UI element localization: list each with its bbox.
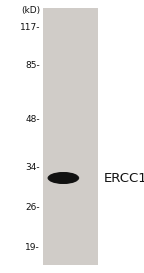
Text: (kD): (kD) — [21, 5, 40, 14]
Ellipse shape — [53, 174, 73, 182]
Text: ERCC1: ERCC1 — [104, 171, 144, 185]
Ellipse shape — [56, 175, 71, 181]
Ellipse shape — [52, 174, 75, 182]
Ellipse shape — [51, 173, 76, 183]
Ellipse shape — [60, 177, 67, 179]
Text: 26-: 26- — [26, 203, 40, 212]
Ellipse shape — [48, 172, 79, 184]
Text: 117-: 117- — [20, 23, 40, 32]
Ellipse shape — [55, 175, 72, 181]
Ellipse shape — [57, 176, 69, 180]
Ellipse shape — [48, 172, 78, 184]
Bar — [43, 8, 98, 265]
Ellipse shape — [59, 176, 68, 180]
Ellipse shape — [55, 175, 71, 181]
Ellipse shape — [49, 173, 78, 183]
Ellipse shape — [54, 174, 73, 182]
Text: 48-: 48- — [26, 115, 40, 124]
Ellipse shape — [50, 173, 77, 183]
Text: 19-: 19- — [25, 244, 40, 253]
Text: 85-: 85- — [25, 61, 40, 70]
Ellipse shape — [50, 173, 76, 183]
Ellipse shape — [53, 174, 74, 182]
Ellipse shape — [58, 176, 69, 180]
Ellipse shape — [57, 176, 70, 180]
Text: 34-: 34- — [26, 164, 40, 173]
